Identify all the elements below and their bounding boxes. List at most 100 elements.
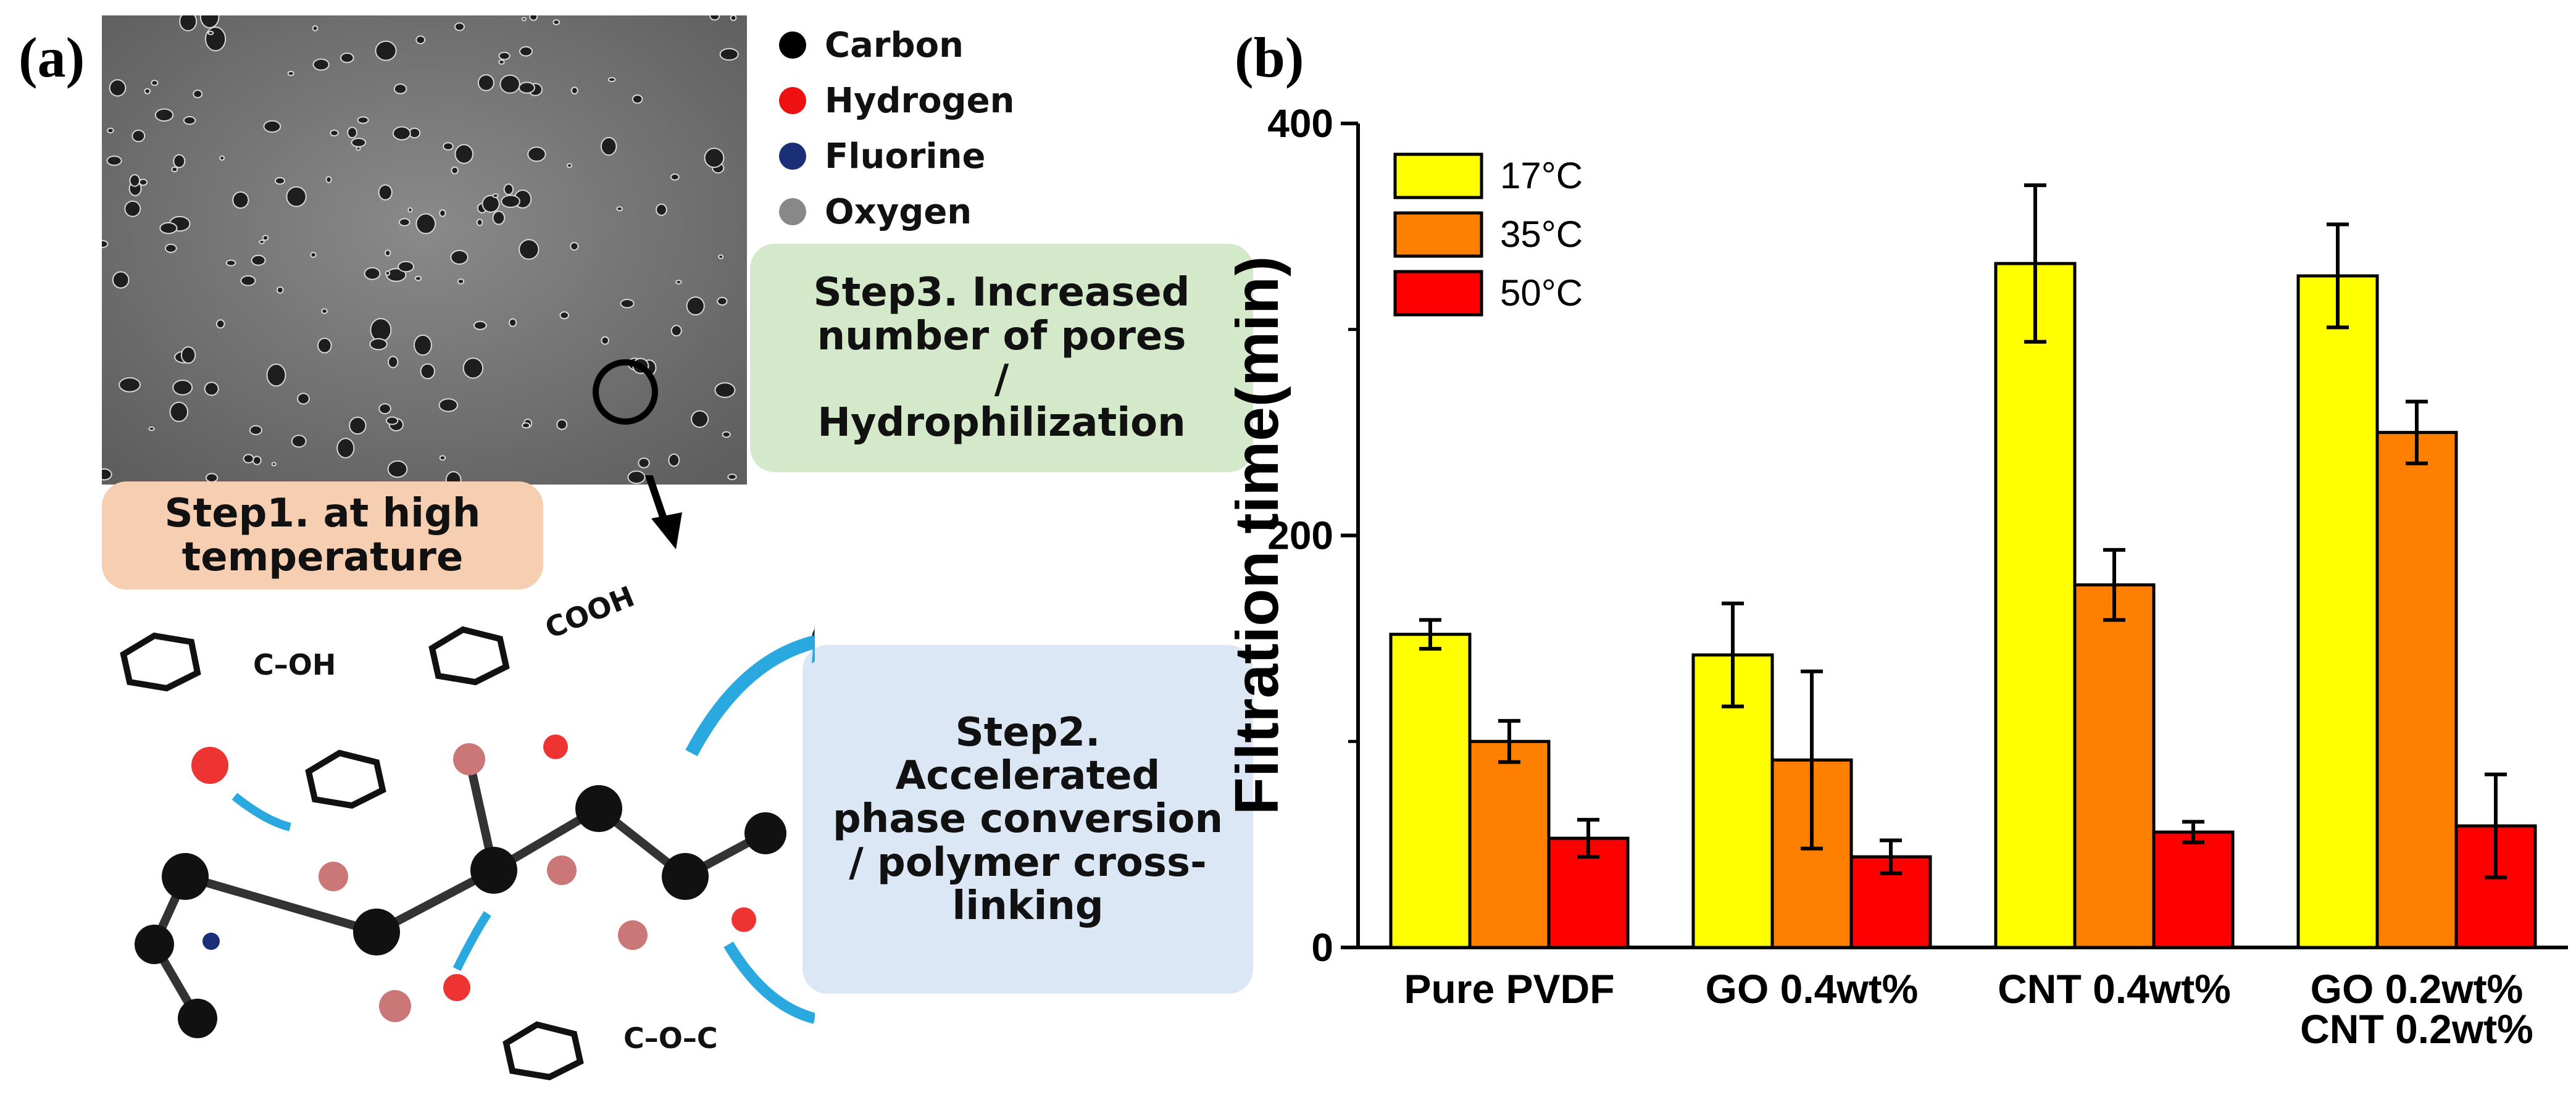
sem-pore — [439, 209, 446, 217]
sem-pore — [159, 222, 178, 235]
legend-hydrogen: Hydrogen — [779, 73, 1014, 128]
sem-pore — [369, 338, 388, 351]
sem-pore — [600, 136, 617, 156]
x-tick-label: CNT 0.2wt% — [2300, 1006, 2533, 1052]
sem-pore — [387, 460, 408, 478]
bar — [2073, 583, 2156, 949]
sem-pore — [321, 308, 328, 314]
sem-pore — [317, 338, 332, 354]
sem-pore — [439, 455, 446, 461]
sem-pore — [638, 457, 650, 468]
bar — [2375, 431, 2458, 949]
sem-pore — [169, 401, 189, 422]
sem-pore — [670, 325, 682, 337]
legend-label: 35°C — [1500, 214, 1583, 255]
pointer-arrow — [644, 475, 667, 520]
sem-pore — [378, 184, 393, 201]
sem-pore — [259, 239, 265, 244]
sem-pore — [522, 422, 531, 429]
sem-pore — [370, 318, 392, 343]
sem-pore — [291, 435, 307, 448]
bar — [2152, 830, 2235, 949]
sem-pore — [527, 146, 546, 162]
rings — [120, 626, 584, 1081]
sem-pore — [349, 417, 367, 435]
fluorine-dot-icon — [779, 143, 806, 170]
sem-pore — [691, 410, 709, 428]
x-tick-label: Pure PVDF — [1404, 966, 1614, 1012]
molecule-illustration — [120, 475, 815, 1081]
arrow-h — [452, 911, 491, 972]
sem-pore — [243, 454, 254, 464]
sem-pore — [107, 127, 114, 134]
sem-pore — [219, 155, 225, 161]
step2-text: Step2. Accelerated phase conversion / po… — [832, 709, 1223, 930]
sem-pore — [457, 278, 465, 285]
sem-pore — [415, 213, 436, 235]
bar — [1994, 262, 2077, 949]
sem-pore — [347, 127, 358, 139]
sem-pore — [207, 30, 214, 35]
sem-pore — [668, 453, 680, 467]
sem-pore — [388, 356, 399, 368]
sem-pore — [225, 259, 236, 267]
sem-pore — [521, 17, 527, 22]
sem-pore — [714, 382, 736, 398]
sem-pore — [451, 166, 459, 175]
sem-pore — [492, 210, 506, 225]
sem-pore — [251, 254, 266, 266]
sem-pore — [386, 416, 399, 425]
sem-pore — [129, 174, 141, 187]
sem-pore — [670, 173, 680, 181]
sem-pore — [151, 80, 159, 86]
sem-pore — [357, 116, 369, 124]
sem-pore — [356, 146, 361, 151]
sem-pore — [286, 186, 307, 207]
sem-pore — [171, 166, 178, 173]
sem-pore — [607, 77, 616, 83]
sem-pore — [154, 108, 174, 122]
legend-label: 50°C — [1500, 272, 1583, 314]
sem-pore — [271, 462, 277, 467]
arrow-step3 — [685, 635, 815, 757]
sem-pore — [620, 299, 635, 309]
sem-pore — [462, 357, 484, 379]
sem-pore — [519, 46, 533, 57]
sem-pore — [109, 79, 127, 97]
sem-pore — [519, 81, 535, 94]
sem-pore — [508, 318, 517, 327]
sem-pore — [719, 48, 739, 61]
sem-pore — [340, 52, 354, 64]
sem-pore — [263, 120, 281, 133]
atoms — [135, 628, 815, 1038]
y-tick-label: 0 — [1311, 925, 1333, 970]
sem-pore — [519, 239, 540, 260]
sem-pore — [567, 163, 572, 169]
sem-pore — [450, 249, 469, 265]
sem-pore — [686, 296, 705, 316]
x-tick-label: CNT 0.4wt% — [1998, 966, 2231, 1012]
sem-pore — [492, 193, 499, 198]
sem-pore — [172, 380, 193, 396]
sem-pore — [601, 336, 610, 345]
sem-pore — [709, 15, 720, 21]
sem-pore — [727, 473, 737, 480]
sem-pore — [730, 15, 737, 22]
y-tick-label: 200 — [1267, 514, 1333, 558]
sem-pore — [287, 70, 294, 77]
sem-pore — [499, 74, 520, 94]
sem-pore — [180, 346, 196, 364]
sem-pore — [503, 183, 514, 196]
sem-pore — [102, 468, 112, 481]
sem-pore — [378, 403, 391, 415]
sem-pore — [454, 22, 465, 31]
y-axis-label: Filtration time(min) — [1235, 256, 1291, 815]
atom-legend: Carbon Hydrogen Fluorine Oxygen — [779, 17, 1014, 239]
bar — [1389, 633, 1472, 949]
arrow-step2 — [723, 941, 815, 1024]
sem-pore — [131, 130, 146, 143]
legend-carbon: Carbon — [779, 17, 1014, 73]
sem-pore — [148, 426, 155, 431]
bar — [1468, 739, 1551, 949]
sem-pore — [631, 94, 643, 104]
